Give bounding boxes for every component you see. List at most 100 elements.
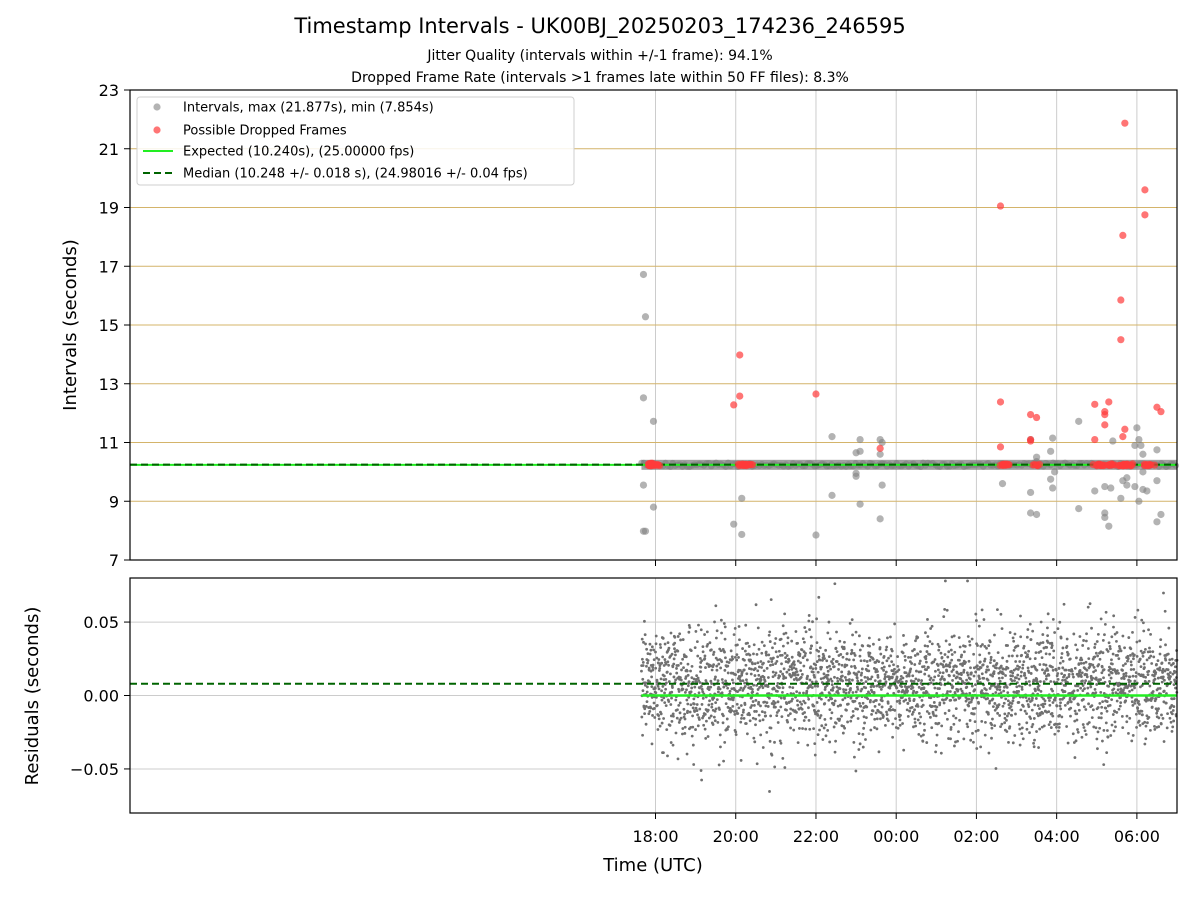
residual-point bbox=[1086, 605, 1090, 609]
chart-subtitle-jitter: Jitter Quality (intervals within +/-1 fr… bbox=[427, 48, 773, 64]
residual-point bbox=[1154, 697, 1158, 701]
interval-point bbox=[1051, 468, 1059, 476]
residual-point bbox=[1130, 684, 1133, 688]
residual-point bbox=[981, 663, 985, 667]
dropped-frame-point bbox=[1091, 400, 1099, 408]
residual-point bbox=[738, 688, 742, 692]
residual-point bbox=[933, 675, 937, 679]
residual-point bbox=[1120, 714, 1124, 718]
residual-point bbox=[926, 618, 929, 621]
residual-point bbox=[888, 635, 892, 639]
residual-point bbox=[810, 644, 814, 648]
residual-point bbox=[750, 688, 754, 691]
residual-point bbox=[861, 709, 864, 713]
residual-point bbox=[1167, 661, 1171, 665]
residual-point bbox=[745, 672, 749, 676]
residual-point bbox=[1155, 663, 1158, 666]
residual-point bbox=[824, 734, 828, 738]
residual-point bbox=[1096, 730, 1100, 734]
residual-point bbox=[915, 690, 919, 694]
residual-point bbox=[920, 698, 924, 702]
residual-point bbox=[796, 741, 800, 745]
residual-point bbox=[847, 691, 851, 694]
residual-point bbox=[772, 656, 775, 660]
residual-point bbox=[973, 720, 977, 724]
legend-entry: Median (10.248 +/- 0.018 s), (24.98016 +… bbox=[183, 167, 528, 182]
residual-point bbox=[724, 684, 728, 687]
residual-point bbox=[698, 681, 702, 684]
residual-point bbox=[1046, 634, 1050, 638]
residual-point bbox=[1147, 715, 1151, 719]
residual-point bbox=[1038, 713, 1042, 717]
residual-point bbox=[949, 726, 953, 729]
residual-point bbox=[692, 763, 696, 766]
residual-point bbox=[1158, 668, 1162, 672]
residual-point bbox=[1045, 674, 1048, 678]
residual-point bbox=[732, 633, 736, 636]
x-tick-label: 00:00 bbox=[873, 827, 919, 846]
residual-point bbox=[875, 717, 879, 721]
residual-point bbox=[1162, 740, 1166, 743]
residual-point bbox=[972, 712, 976, 716]
residual-point bbox=[789, 692, 793, 695]
residual-point bbox=[1125, 720, 1129, 724]
residual-point bbox=[1006, 666, 1010, 670]
residual-point bbox=[1056, 678, 1060, 681]
residual-point bbox=[795, 670, 799, 674]
residual-point bbox=[871, 657, 875, 661]
residual-point bbox=[998, 688, 1002, 692]
residual-point bbox=[740, 716, 743, 720]
residual-point bbox=[913, 654, 917, 657]
residual-point bbox=[986, 665, 989, 669]
residual-point bbox=[748, 653, 752, 657]
residual-point bbox=[1073, 696, 1076, 700]
residual-point bbox=[832, 665, 836, 669]
residual-point bbox=[1100, 711, 1103, 715]
residual-point bbox=[1046, 641, 1050, 644]
residual-point bbox=[886, 701, 890, 705]
residual-point bbox=[771, 670, 775, 674]
residual-point bbox=[888, 664, 891, 668]
residual-point bbox=[1076, 728, 1079, 731]
residual-point bbox=[1137, 699, 1140, 703]
residual-point bbox=[657, 661, 660, 665]
bottom-y-tick-label: 0.00 bbox=[83, 687, 119, 706]
residual-point bbox=[763, 711, 767, 714]
residual-point bbox=[668, 724, 672, 727]
residual-point bbox=[851, 633, 854, 637]
residual-point bbox=[1112, 729, 1116, 733]
residual-point bbox=[683, 717, 687, 721]
residual-point bbox=[1129, 663, 1133, 667]
residual-point bbox=[1024, 676, 1028, 680]
residual-point bbox=[843, 676, 847, 679]
residual-point bbox=[969, 738, 973, 742]
residual-point bbox=[1102, 668, 1106, 672]
residual-point bbox=[883, 675, 887, 679]
residual-point bbox=[926, 644, 930, 648]
residual-point bbox=[833, 699, 837, 703]
residual-point bbox=[857, 748, 861, 751]
residual-point bbox=[991, 705, 995, 709]
residual-point bbox=[737, 656, 740, 659]
residual-point bbox=[868, 651, 872, 655]
residual-point bbox=[1117, 657, 1121, 661]
residual-point bbox=[1027, 649, 1031, 653]
residual-point bbox=[826, 728, 830, 732]
residual-point bbox=[678, 632, 682, 636]
residual-point bbox=[843, 640, 846, 644]
residual-point bbox=[902, 666, 906, 669]
interval-point bbox=[1123, 474, 1131, 482]
residual-point bbox=[819, 697, 823, 701]
residual-point bbox=[1155, 711, 1159, 715]
residual-point bbox=[850, 665, 853, 668]
residual-point bbox=[984, 720, 987, 724]
residual-point bbox=[881, 661, 885, 665]
residual-point bbox=[841, 674, 844, 678]
interval-point bbox=[639, 481, 648, 489]
residual-point bbox=[968, 640, 971, 643]
interval-point bbox=[1137, 441, 1145, 450]
residual-point bbox=[1031, 723, 1035, 726]
residual-point bbox=[738, 638, 741, 642]
residual-point bbox=[1162, 591, 1165, 595]
residual-point bbox=[710, 702, 714, 706]
